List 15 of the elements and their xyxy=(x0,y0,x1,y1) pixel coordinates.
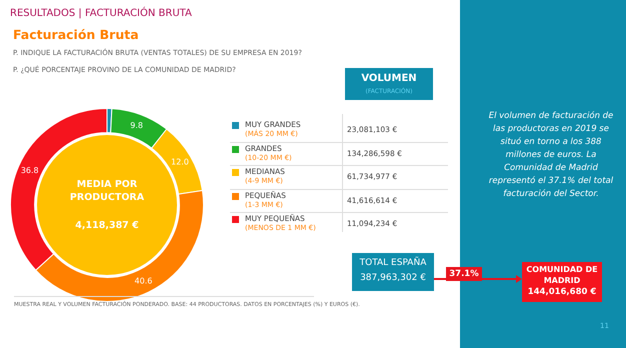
data-label: 9.8 xyxy=(130,121,143,130)
text: 4,118,387 € xyxy=(74,220,140,231)
chart-title: Facturación Bruta xyxy=(13,27,139,42)
text: MEDIA POR PRODUCTORA xyxy=(68,178,146,204)
data-label: 36.8 xyxy=(20,166,39,176)
data-label: 12.0 xyxy=(171,158,189,167)
text: 144,016,680 € xyxy=(526,287,598,297)
text: 37.1% xyxy=(446,267,482,281)
text: TOTAL ESPAÑA xyxy=(358,258,428,268)
text: COMUNIDAD DE MADRID xyxy=(525,264,599,286)
data-label: 40.6 xyxy=(134,276,152,286)
text: 387,963,302 € xyxy=(359,273,427,283)
text: VOLUMEN xyxy=(360,73,418,84)
text: El volumen de facturación de las productoras en 2019 se situó en torno a los 388 millones de euros. La Comunidad de Madrid representó el 37.1% del total facturación del Sector. xyxy=(488,110,614,201)
chart-subtitle: RESULTADOS | FACTURACIÓN BRUTA xyxy=(10,8,192,19)
